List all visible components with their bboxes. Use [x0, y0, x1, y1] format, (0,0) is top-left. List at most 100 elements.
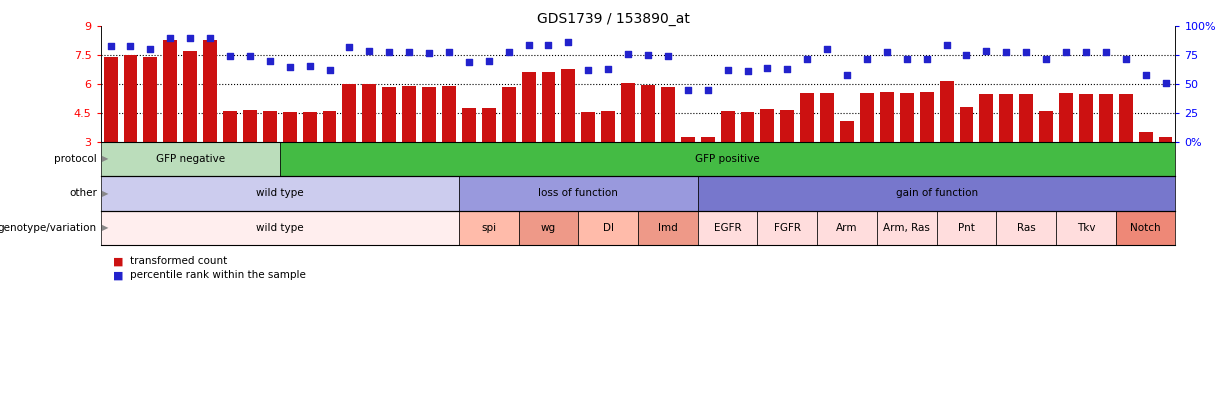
Point	[917, 55, 936, 62]
Point	[220, 53, 239, 60]
Bar	[701, 137, 714, 142]
Point	[260, 58, 280, 64]
Point	[957, 52, 977, 58]
Point	[539, 42, 558, 48]
Text: loss of function: loss of function	[539, 188, 618, 198]
Point	[817, 46, 837, 53]
Text: wg: wg	[541, 223, 556, 233]
Bar	[303, 112, 317, 142]
Bar	[383, 87, 396, 142]
Text: spi: spi	[481, 223, 496, 233]
Point	[1056, 49, 1076, 55]
Point	[897, 55, 917, 62]
Bar	[562, 69, 575, 142]
Bar	[979, 94, 994, 142]
Bar	[761, 109, 774, 142]
Bar	[402, 86, 416, 142]
Bar	[103, 57, 118, 142]
Bar	[860, 93, 874, 142]
Point	[101, 43, 120, 49]
Point	[698, 87, 718, 93]
Bar	[541, 72, 556, 142]
Point	[1076, 49, 1096, 55]
Point	[599, 66, 618, 72]
Point	[499, 49, 519, 55]
Text: transformed count: transformed count	[130, 256, 227, 266]
Point	[141, 46, 161, 53]
Text: other: other	[69, 188, 97, 198]
Text: genotype/variation: genotype/variation	[0, 223, 97, 233]
Bar	[204, 40, 217, 142]
Point	[1115, 55, 1135, 62]
Bar	[263, 111, 277, 142]
Bar	[163, 40, 177, 142]
Bar	[1119, 94, 1133, 142]
Bar	[1020, 94, 1033, 142]
Text: GDS1739 / 153890_at: GDS1739 / 153890_at	[537, 12, 690, 26]
Bar	[422, 87, 436, 142]
Bar	[183, 51, 198, 142]
Bar	[940, 81, 953, 142]
Text: Arm: Arm	[837, 223, 858, 233]
Point	[737, 68, 757, 75]
Point	[858, 55, 877, 62]
Bar	[1039, 111, 1053, 142]
Bar	[461, 108, 476, 142]
Text: Dl: Dl	[602, 223, 614, 233]
Point	[798, 55, 817, 62]
Bar	[741, 112, 755, 142]
Bar	[362, 84, 377, 142]
Bar	[621, 83, 636, 142]
Bar	[342, 84, 356, 142]
Point	[519, 42, 539, 48]
Point	[299, 62, 319, 69]
Point	[578, 67, 598, 73]
Point	[161, 35, 180, 41]
Bar	[960, 107, 973, 142]
Text: GFP negative: GFP negative	[156, 154, 225, 164]
Bar	[601, 111, 615, 142]
Point	[977, 47, 996, 54]
Bar	[820, 93, 834, 142]
Point	[459, 59, 479, 65]
Point	[658, 53, 677, 60]
Text: percentile rank within the sample: percentile rank within the sample	[130, 271, 306, 280]
Bar	[243, 110, 256, 142]
Bar	[920, 92, 934, 142]
Text: gain of function: gain of function	[896, 188, 978, 198]
Text: Arm, Ras: Arm, Ras	[883, 223, 930, 233]
Point	[379, 49, 399, 55]
Text: wild type: wild type	[256, 223, 303, 233]
Text: lmd: lmd	[658, 223, 677, 233]
Text: protocol: protocol	[54, 154, 97, 164]
Bar	[720, 111, 735, 142]
Bar	[640, 85, 655, 142]
Point	[479, 58, 498, 64]
Point	[360, 47, 379, 54]
Point	[320, 67, 340, 73]
Text: wild type: wild type	[256, 188, 303, 198]
Text: EGFR: EGFR	[714, 223, 741, 233]
Point	[778, 66, 798, 72]
Bar	[840, 121, 854, 142]
Bar	[442, 86, 456, 142]
Point	[1096, 49, 1115, 55]
Point	[1136, 72, 1156, 78]
Point	[936, 42, 956, 48]
Bar	[482, 108, 496, 142]
Bar	[999, 94, 1014, 142]
Point	[996, 49, 1016, 55]
Text: ▶: ▶	[102, 154, 108, 164]
Point	[679, 87, 698, 93]
Point	[200, 35, 220, 41]
Bar	[1158, 137, 1173, 142]
Point	[240, 53, 260, 60]
Point	[439, 49, 459, 55]
Bar	[124, 55, 137, 142]
Text: Ras: Ras	[1017, 223, 1036, 233]
Bar	[521, 72, 535, 142]
Point	[558, 39, 578, 46]
Point	[399, 49, 418, 55]
Point	[340, 44, 360, 50]
Bar	[323, 111, 336, 142]
